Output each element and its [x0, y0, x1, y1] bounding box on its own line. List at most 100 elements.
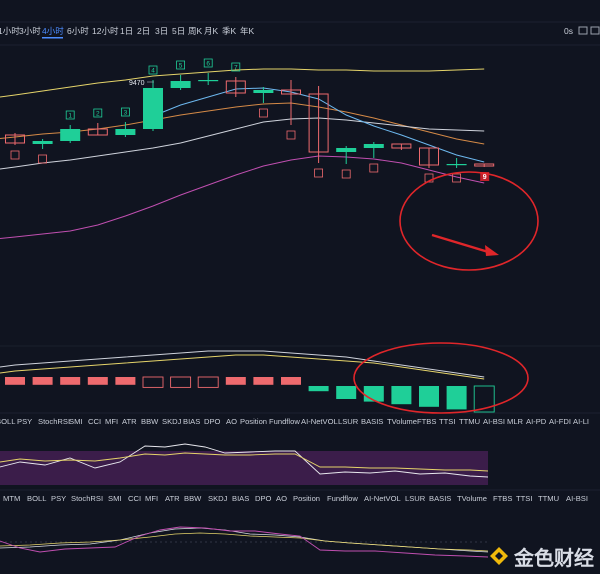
td-marker-red — [452, 173, 462, 183]
timeframe-tab[interactable]: 4小时 — [42, 26, 64, 36]
td-badge — [121, 107, 130, 117]
indicator-tab[interactable]: TVolume — [457, 494, 487, 503]
indicator-tab[interactable]: AI-NetVOL — [364, 494, 401, 503]
indicator-tab[interactable]: SMI — [69, 417, 83, 426]
indicator-tab[interactable]: StochRSI — [38, 417, 70, 426]
timeframe-tab[interactable]: 周K — [188, 26, 203, 36]
indicator-tab[interactable]: AI-NetVOL — [301, 417, 338, 426]
indicator-tab[interactable]: AI-BSI — [483, 417, 505, 426]
candle-body — [391, 143, 412, 149]
td-badge-label: 1 — [68, 113, 72, 120]
timeframe-tab[interactable]: 季K — [222, 26, 237, 36]
purple-white-line — [0, 443, 489, 478]
indicator-tab[interactable]: LSUR — [338, 417, 359, 426]
indicator-tab[interactable]: ATR — [122, 417, 137, 426]
candle — [170, 75, 191, 90]
indicator-tab[interactable]: Fundflow — [327, 494, 358, 503]
indicator-tab[interactable]: TTSI — [439, 417, 455, 426]
timeframe-tab[interactable]: 月K — [204, 26, 219, 36]
volume-bar — [446, 386, 467, 410]
indicator-tab[interactable]: MLR — [507, 417, 524, 426]
indicator-tab[interactable]: CCI — [88, 417, 101, 426]
timeframe-toolbar[interactable]: 1小时 3小时 4小时 6小时 12小时 1日 2日 3日 5日 周K 月K 季K 年K — [0, 21, 600, 46]
indicator-tab[interactable]: AI-PD — [526, 417, 547, 426]
indicator-tab[interactable]: TTMU — [538, 494, 559, 503]
bottom-indicator-panel — [0, 526, 489, 558]
indicator-tab[interactable]: SMI — [108, 494, 122, 503]
volume-bar — [225, 377, 246, 385]
volume-bar — [419, 386, 439, 407]
indicator-tab[interactable]: BOLL — [0, 417, 15, 426]
indicator-tab[interactable]: Position — [240, 417, 267, 426]
indicator-tab[interactable]: TTMU — [459, 417, 480, 426]
indicator-tab[interactable]: AO — [226, 417, 237, 426]
indicator-tab[interactable]: AO — [276, 494, 287, 503]
indicator-tab[interactable]: TTSI — [516, 494, 532, 503]
indicator-tab[interactable]: Fundflow — [269, 417, 300, 426]
indicator-tab[interactable]: TVolume — [387, 417, 417, 426]
indicator-tab[interactable]: CCI — [128, 494, 141, 503]
indicator-tab[interactable]: DPO — [204, 417, 221, 426]
timeframe-tab[interactable]: 年K — [240, 26, 255, 36]
timeframe-tab[interactable]: 2日 — [137, 26, 150, 36]
indicator-tab[interactable]: BIAS — [183, 417, 200, 426]
main-price-panel: 1 2 3 4 5 6 7 9 9470 — [0, 58, 600, 347]
indicator-tab[interactable]: MFI — [105, 417, 118, 426]
annotation-layer — [353, 171, 539, 414]
settings-icon[interactable] — [578, 26, 588, 35]
timeframe-tab[interactable]: 1小时 — [0, 26, 20, 36]
indicator-tab[interactable]: BBW — [184, 494, 202, 503]
candle-body — [32, 141, 53, 144]
volume-bar — [253, 377, 274, 385]
volume-bar — [308, 386, 329, 392]
indicator-tab[interactable]: BASIS — [429, 494, 451, 503]
td-badge-label: 2 — [96, 111, 100, 118]
td-marker-red — [424, 173, 434, 183]
indicator-tab[interactable]: FTBS — [417, 417, 436, 426]
indicator-tab[interactable]: DPO — [255, 494, 272, 503]
annotation-ellipse-volume — [353, 342, 529, 414]
indicator-tab[interactable]: SKDJ — [162, 417, 182, 426]
volume-bar — [5, 377, 25, 385]
indicator-tab[interactable]: FTBS — [493, 494, 512, 503]
indicator-tab[interactable]: AI-BSI — [566, 494, 588, 503]
candle — [198, 73, 219, 85]
toolbar-icons[interactable] — [578, 26, 600, 35]
indicator-tab[interactable]: AI-FDI — [549, 417, 571, 426]
timeframe-tab[interactable]: 5日 — [172, 26, 185, 36]
indicator-tabs-2[interactable]: MTM BOLL PSY StochRSI SMI CCI MFI ATR BBW SKDJ BIA… — [0, 489, 600, 503]
indicator-tab[interactable]: Position — [293, 494, 320, 503]
candle — [419, 147, 439, 168]
timeframe-tab[interactable]: 1日 — [120, 26, 133, 36]
td-badge — [93, 108, 103, 118]
indicator-tab[interactable]: BIAS — [232, 494, 249, 503]
indicator-tab[interactable]: BBW — [141, 417, 159, 426]
volume-bar — [197, 376, 219, 388]
indicator-tab[interactable]: AI-LI — [573, 417, 589, 426]
indicator-tab[interactable]: SKDJ — [208, 494, 228, 503]
indicator-tab[interactable]: BASIS — [361, 417, 383, 426]
volume-white-line — [0, 350, 485, 378]
timeframe-tab[interactable]: 3日 — [155, 26, 168, 36]
indicator-tab[interactable]: ATR — [165, 494, 180, 503]
indicator-tab[interactable]: BOLL — [27, 494, 46, 503]
indicator-tab[interactable]: LSUR — [405, 494, 426, 503]
candle-body — [446, 164, 467, 166]
candle — [60, 125, 81, 143]
td-badge — [148, 65, 158, 75]
indicator-tab[interactable]: PSY — [51, 494, 66, 503]
indicator-tab[interactable]: MFI — [145, 494, 158, 503]
indicator-tab[interactable]: MTM — [3, 494, 20, 503]
timeframe-tab[interactable]: 12小时 — [92, 26, 119, 36]
high-price-label: 9470 — [129, 80, 145, 87]
candle — [87, 123, 108, 136]
indicator-tab[interactable]: PSY — [17, 417, 32, 426]
timeframe-tab[interactable]: 6小时 — [67, 26, 89, 36]
bottom-magenta-line — [0, 526, 489, 558]
td-marker-red — [369, 163, 379, 173]
timeframe-tab[interactable]: 3小时 — [19, 26, 41, 36]
candle-body — [143, 88, 163, 129]
layout-icon[interactable] — [590, 26, 600, 35]
indicator-tab[interactable]: StochRSI — [71, 494, 103, 503]
